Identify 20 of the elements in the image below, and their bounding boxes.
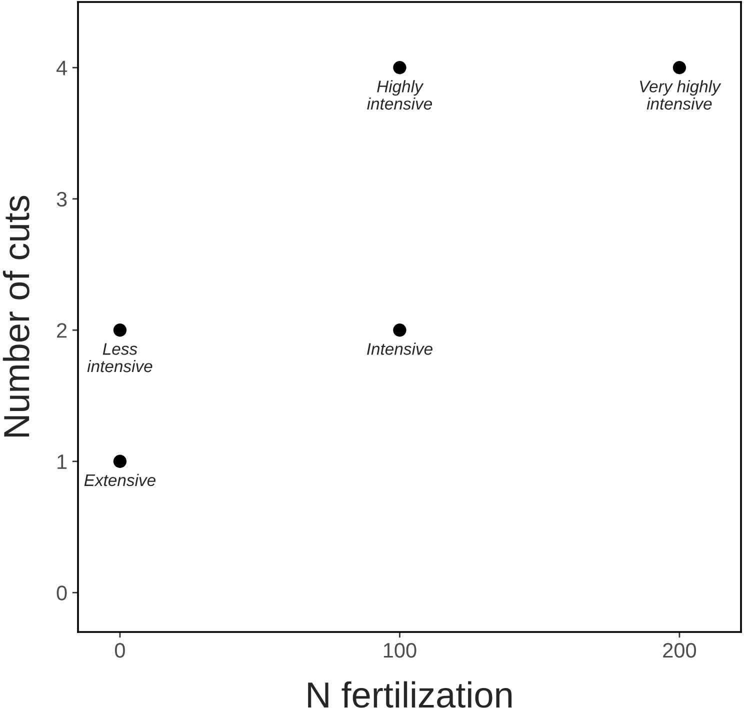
x-tick-label: 200 (663, 642, 696, 658)
y-tick-label: 3 (56, 192, 67, 207)
x-axis-title: N fertilization (308, 681, 512, 708)
annotation: Very highly intensive (640, 80, 722, 110)
annotation: Highly intensive (367, 80, 432, 110)
annotation: Less intensive (87, 343, 152, 372)
point (393, 61, 406, 74)
x-tick-label: 0 (114, 642, 125, 658)
annotation: Extensive (84, 474, 156, 486)
point (113, 324, 127, 337)
x-tick-label: 100 (384, 642, 416, 658)
y-tick-label: 0 (56, 586, 67, 600)
point (393, 324, 406, 337)
annotation: Intensive (367, 342, 432, 355)
y-tick-label: 1 (58, 454, 67, 469)
y-tick-label: 4 (56, 60, 67, 76)
point (672, 61, 686, 74)
y-axis-title: Number of cuts (2, 196, 30, 436)
point (113, 454, 127, 468)
y-tick-label: 2 (57, 323, 67, 338)
